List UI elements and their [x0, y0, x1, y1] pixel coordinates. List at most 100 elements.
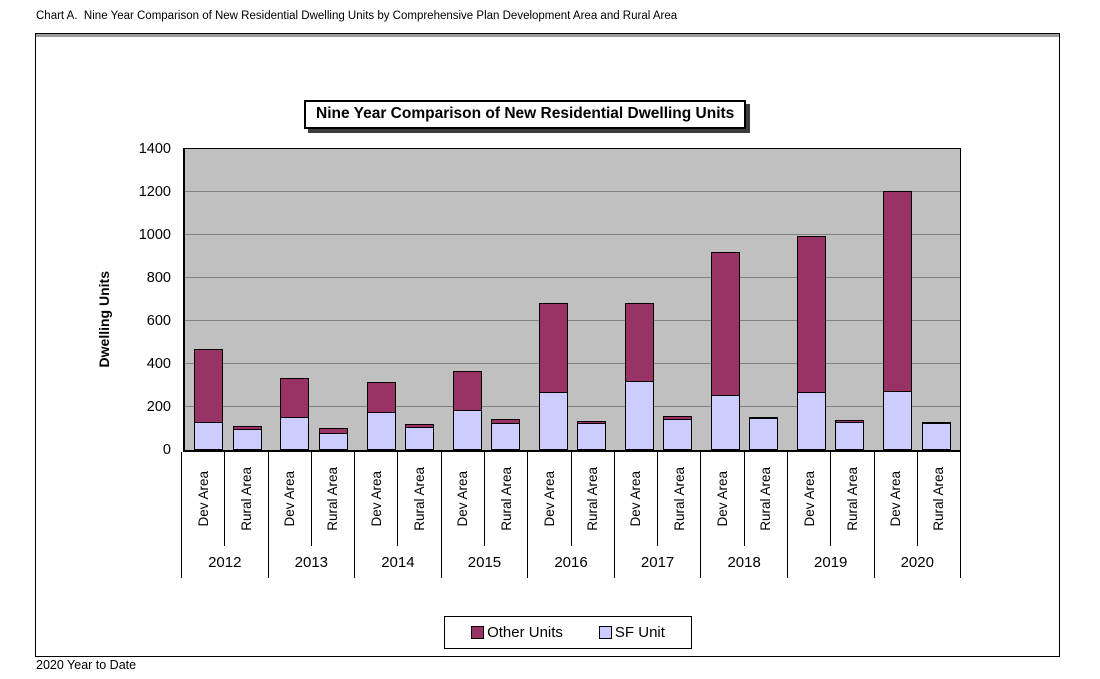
x-axis-area-label: Dev Area	[715, 471, 731, 527]
bar-segment-other-units	[624, 303, 654, 382]
bar-segment-sf-unit	[797, 391, 827, 450]
bars-row	[185, 149, 960, 450]
gridlines	[185, 149, 960, 450]
x-axis-area-label: Dev Area	[368, 471, 384, 527]
bar	[577, 420, 607, 450]
x-axis-year-group: Dev Area Rural Area 2017	[615, 452, 702, 578]
x-axis-area-label-cell: Dev Area	[182, 452, 226, 546]
bar-segment-sf-unit	[711, 395, 741, 450]
x-axis-area-label-row: Dev Area Rural Area	[355, 452, 441, 546]
x-axis-area-label-cell: Rural Area	[745, 452, 787, 546]
x-axis-year-label: 2016	[554, 553, 588, 571]
x-axis-area-label-cell: Rural Area	[831, 452, 873, 546]
x-axis-area-label-cell: Rural Area	[658, 452, 700, 546]
x-axis-year-label: 2013	[294, 553, 329, 571]
bar-segment-other-units	[280, 377, 310, 418]
x-axis-area-label-cell: Dev Area	[355, 452, 399, 546]
chart-title-box: Nine Year Comparison of New Residential …	[304, 100, 747, 129]
bar-segment-sf-unit	[491, 423, 521, 450]
plot-area	[183, 148, 961, 452]
bar-group	[874, 149, 960, 450]
bar-segment-sf-unit	[577, 423, 607, 450]
bar	[194, 348, 224, 450]
gridline	[185, 363, 960, 364]
x-axis-year-group: Dev Area Rural Area 2015	[442, 452, 529, 578]
bar	[835, 419, 865, 450]
x-axis-year-group: Dev Area Rural Area 2020	[875, 452, 962, 578]
gridline	[185, 277, 960, 278]
x-axis-area-label-cell: Dev Area	[269, 452, 312, 546]
bar-group	[529, 149, 615, 450]
x-axis-area-label: Dev Area	[455, 471, 471, 527]
x-axis-area-label: Rural Area	[238, 467, 254, 531]
bar	[318, 427, 348, 450]
y-axis-tick-label: 800	[146, 270, 171, 286]
bar-segment-sf-unit	[538, 392, 568, 450]
bar	[883, 190, 913, 450]
x-axis-area-label: Rural Area	[325, 467, 341, 531]
bar-segment-sf-unit	[318, 432, 348, 450]
bar-group	[788, 149, 874, 450]
bar	[232, 425, 262, 450]
bar	[711, 252, 741, 450]
x-axis-area-label: Dev Area	[282, 471, 298, 527]
x-axis-area-label-cell: Rural Area	[225, 452, 267, 546]
bar-segment-other-units	[797, 236, 827, 393]
bar	[404, 424, 434, 450]
y-axis-tick-label: 200	[146, 399, 171, 415]
bar-segment-sf-unit	[749, 417, 779, 450]
bar-segment-sf-unit	[232, 428, 262, 450]
chart-caption: Chart A. Nine Year Comparison of New Res…	[36, 10, 678, 22]
bar	[366, 382, 396, 450]
bar-segment-sf-unit	[280, 416, 310, 450]
x-axis-area-label: Dev Area	[541, 471, 557, 527]
x-axis-year-label: 2020	[900, 553, 934, 571]
bar-segment-sf-unit	[663, 418, 693, 450]
x-axis-area-label: Rural Area	[844, 467, 860, 531]
legend-swatch-sf-unit-icon	[598, 626, 612, 639]
gridline	[185, 320, 960, 321]
x-axis-area-label: Rural Area	[585, 467, 601, 531]
bar-group	[357, 149, 443, 450]
legend-item-other-units: Other Units	[471, 624, 563, 641]
x-axis-area-label-cell: Dev Area	[788, 452, 832, 546]
bar-segment-sf-unit	[194, 422, 224, 450]
x-axis-year-group: Dev Area Rural Area 2019	[788, 452, 875, 578]
x-axis-year-label: 2018	[727, 553, 761, 571]
chart-title: Nine Year Comparison of New Residential …	[316, 105, 735, 122]
x-axis-year-label: 2019	[814, 553, 848, 571]
bar-segment-other-units	[711, 252, 741, 397]
x-axis-area-label-row: Dev Area Rural Area	[875, 452, 961, 546]
x-axis-area-label: Rural Area	[758, 467, 774, 531]
gridline	[185, 234, 960, 235]
bar	[452, 371, 482, 450]
x-axis-area-label-row: Dev Area Rural Area	[442, 452, 528, 546]
x-axis-year-label: 2012	[208, 553, 242, 571]
bar-segment-sf-unit	[404, 427, 434, 450]
x-axis-area-label-row: Dev Area Rural Area	[182, 452, 268, 546]
x-axis-area-label-cell: Rural Area	[312, 452, 354, 546]
bar-segment-other-units	[366, 382, 396, 413]
x-axis-area-label-cell: Dev Area	[615, 452, 659, 546]
x-axis-area-label-row: Dev Area Rural Area	[788, 452, 874, 546]
bar	[624, 303, 654, 450]
y-axis-tick-label: 1400	[138, 141, 171, 157]
legend-swatch-other-units-icon	[471, 626, 485, 639]
x-axis-area-label: Dev Area	[801, 471, 817, 527]
x-axis-year-group: Dev Area Rural Area 2016	[528, 452, 615, 578]
bar	[280, 377, 310, 450]
chart-frame: Nine Year Comparison of New Residential …	[35, 33, 1060, 657]
gridline	[185, 191, 960, 192]
bar-group	[271, 149, 357, 450]
legend-label-other-units: Other Units	[487, 624, 563, 641]
bar-segment-other-units	[538, 302, 568, 394]
bar-segment-sf-unit	[883, 390, 913, 450]
x-axis-area-label-row: Dev Area Rural Area	[269, 452, 355, 546]
x-axis-area-label-cell: Dev Area	[528, 452, 572, 546]
x-axis-area-label-cell: Rural Area	[398, 452, 440, 546]
bar-group	[616, 149, 702, 450]
x-axis-year-label: 2017	[640, 553, 675, 571]
bar	[538, 302, 568, 450]
bar	[797, 236, 827, 450]
